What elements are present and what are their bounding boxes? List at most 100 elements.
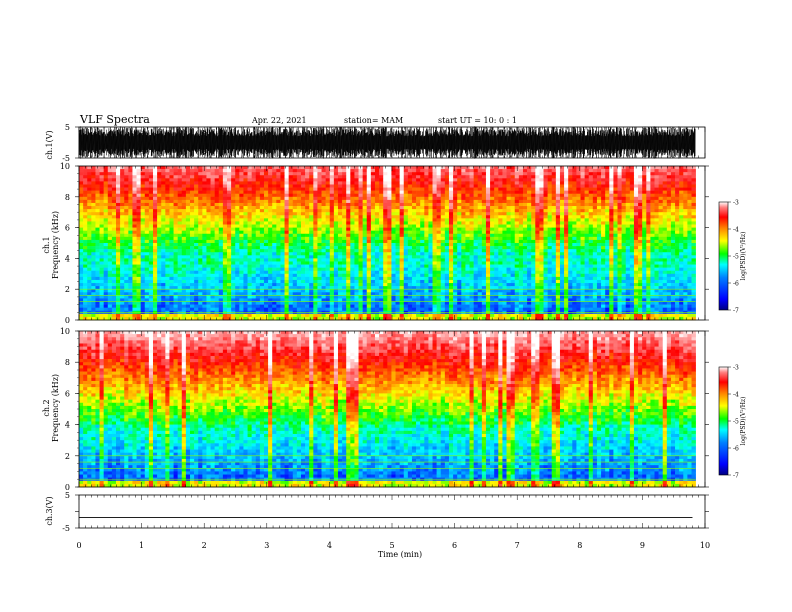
spectrogram-cell bbox=[374, 193, 380, 198]
spectrogram-cell bbox=[469, 199, 474, 204]
spectrogram-cell bbox=[539, 215, 544, 219]
spectrogram-cell bbox=[642, 181, 647, 185]
spectrogram-cell bbox=[333, 255, 339, 259]
spectrogram-cell bbox=[568, 175, 573, 179]
spectrogram-cell bbox=[650, 181, 655, 185]
spectrogram-cell bbox=[366, 190, 372, 195]
spectrogram-cell bbox=[99, 215, 104, 219]
spectrogram-cell bbox=[255, 236, 261, 241]
spectrogram-cell bbox=[120, 187, 125, 191]
spectrogram-cell bbox=[325, 193, 331, 198]
spectrogram-cell bbox=[650, 196, 655, 201]
spectrogram-cell bbox=[629, 184, 635, 188]
spectrogram-cell bbox=[231, 215, 236, 219]
spectrogram-cell bbox=[325, 206, 331, 210]
figure-title: VLF Spectra bbox=[79, 113, 150, 126]
spectrogram-cell bbox=[132, 246, 137, 250]
spectrogram-cell bbox=[362, 221, 368, 225]
spectrogram-cell bbox=[259, 233, 265, 238]
spectrogram-cell bbox=[144, 227, 150, 231]
spectrogram-cell bbox=[395, 230, 400, 235]
spectrogram-cell bbox=[596, 181, 602, 185]
spectrogram-cell bbox=[383, 233, 388, 238]
spectrogram-cell bbox=[116, 249, 121, 253]
spectrogram-cell bbox=[580, 172, 585, 176]
spectrogram-cell bbox=[218, 243, 224, 247]
spectrogram-cell bbox=[432, 246, 437, 250]
spectrogram-cell bbox=[481, 239, 487, 244]
spectrogram-cell bbox=[342, 227, 347, 231]
spectrogram-cell bbox=[465, 218, 470, 222]
spectrogram-cell bbox=[342, 261, 347, 265]
spectrogram-cell bbox=[568, 193, 573, 198]
spectrogram-cell bbox=[428, 199, 433, 204]
spectrogram-cell bbox=[642, 196, 647, 201]
spectrogram-cell bbox=[609, 233, 614, 238]
spectrogram-cell bbox=[395, 175, 400, 179]
spectrogram-cell bbox=[654, 243, 659, 247]
spectrogram-cell bbox=[309, 218, 314, 222]
spectrogram-cell bbox=[625, 215, 631, 219]
spectrogram-cell bbox=[358, 239, 363, 244]
spectrogram-cell bbox=[309, 212, 314, 216]
spectrogram-cell bbox=[379, 181, 384, 185]
spectrogram-cell bbox=[428, 181, 433, 185]
spectrogram-cell bbox=[399, 258, 405, 262]
spectrogram-cell bbox=[564, 255, 569, 259]
spectrogram-cell bbox=[79, 246, 84, 250]
spectrogram-cell bbox=[144, 190, 150, 195]
spectrogram-cell bbox=[687, 218, 692, 222]
spectrogram-cell bbox=[514, 193, 520, 198]
spectrogram-cell bbox=[638, 246, 643, 250]
spectrogram-cell bbox=[473, 224, 479, 228]
spectrogram-cell bbox=[679, 246, 684, 250]
spectrogram-cell bbox=[510, 190, 516, 195]
spectrogram-cell bbox=[177, 246, 183, 250]
spectrogram-cell bbox=[268, 166, 273, 170]
spectrogram-cell bbox=[120, 218, 125, 222]
spectrogram-cell bbox=[161, 178, 166, 182]
spectrogram-cell bbox=[646, 233, 651, 238]
spectrogram-cell bbox=[354, 181, 359, 185]
spectrogram-cell bbox=[403, 261, 409, 265]
spectrogram-cell bbox=[202, 258, 207, 262]
spectrogram-cell bbox=[670, 172, 676, 176]
spectrogram-cell bbox=[477, 236, 483, 241]
spectrogram-cell bbox=[288, 190, 294, 195]
spectrogram-cell bbox=[502, 190, 507, 195]
spectrogram-cell bbox=[642, 184, 647, 188]
spectrogram-cell bbox=[555, 202, 561, 207]
spectrogram-cell bbox=[444, 252, 450, 256]
spectrogram-cell bbox=[440, 196, 446, 201]
spectrogram-cell bbox=[662, 206, 668, 210]
spectrogram-cell bbox=[654, 227, 659, 231]
spectrogram-cell bbox=[210, 190, 215, 195]
spectrogram-cell bbox=[407, 230, 413, 235]
spectrogram-cell bbox=[239, 258, 244, 262]
spectrogram-cell bbox=[407, 193, 413, 198]
spectrogram-cell bbox=[498, 212, 503, 216]
spectrogram-cell bbox=[621, 258, 627, 262]
spectrogram-cell bbox=[107, 166, 113, 170]
spectrogram-cell bbox=[440, 193, 446, 198]
spectrogram-cell bbox=[531, 227, 536, 231]
spectrogram-cell bbox=[111, 221, 117, 225]
spectrogram-cell bbox=[666, 212, 672, 216]
spectrogram-cell bbox=[527, 199, 532, 204]
spectrogram-cell bbox=[247, 255, 252, 259]
spectrogram-cell bbox=[136, 175, 141, 179]
spectrogram-cell bbox=[226, 215, 232, 219]
spectrogram-cell bbox=[243, 227, 248, 231]
spectrogram-cell bbox=[169, 187, 174, 191]
spectrogram-cell bbox=[580, 187, 585, 191]
spectrogram-cell bbox=[596, 166, 602, 170]
spectrogram-cell bbox=[305, 261, 310, 265]
spectrogram-cell bbox=[580, 190, 585, 195]
spectrogram-cell bbox=[79, 181, 84, 185]
spectrogram-cell bbox=[120, 199, 125, 204]
spectrogram-cell bbox=[683, 175, 688, 179]
spectrogram-cell bbox=[687, 236, 692, 241]
spectrogram-cell bbox=[222, 252, 228, 256]
spectrogram-cell bbox=[177, 190, 183, 195]
spectrogram-cell bbox=[124, 202, 129, 207]
